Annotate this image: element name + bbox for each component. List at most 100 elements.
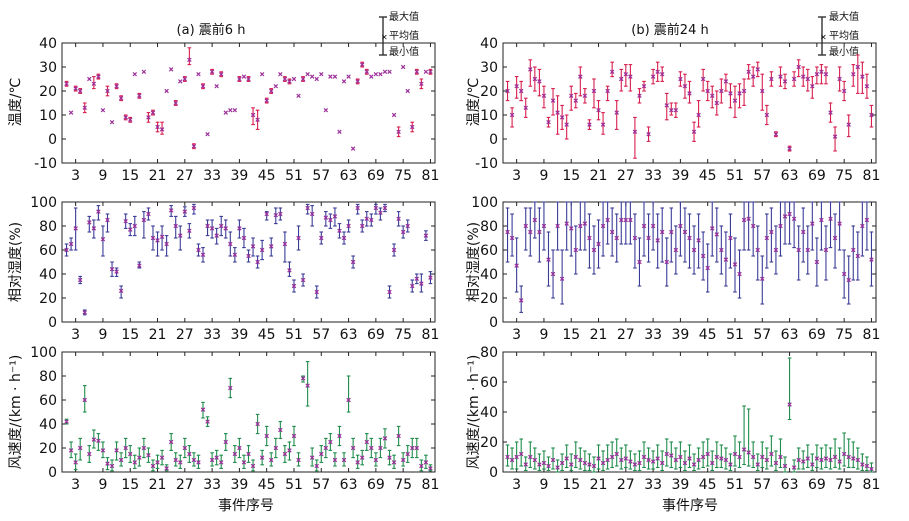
mean-marker [705,88,710,94]
mean-marker [732,262,738,267]
errorbar-point [141,211,147,239]
errorbar-point [587,453,592,472]
mean-marker [760,276,765,282]
mean-marker [264,98,269,103]
errorbar-point [582,201,588,251]
errorbar-point [573,92,579,109]
errorbar-point [396,211,401,227]
errorbar-point [155,121,160,133]
errorbar-point [68,237,74,251]
errorbar-point [82,385,87,413]
errorbar-point [851,441,856,469]
mean-marker [796,64,801,70]
y-tick-label: 40 [480,267,498,283]
y-tick-label: 20 [480,291,498,307]
errorbar-point [860,61,865,94]
mean-marker [291,433,297,439]
errorbar-point [723,73,729,92]
errorbar-point [269,452,274,467]
mean-marker [714,232,720,237]
errorbar-point [314,76,319,82]
errorbar-point [237,437,242,459]
errorbar-point [323,107,329,113]
mean-marker [796,457,801,463]
errorbar-point [369,437,374,459]
mean-marker [410,283,415,289]
mean-marker [328,439,333,445]
y-tick-label: 0 [48,465,57,481]
x-tick-label: 45 [258,327,276,343]
errorbar-point [314,285,319,299]
y-tick-label: 20 [480,84,498,100]
mean-marker [355,79,360,84]
errorbar-point [614,100,619,130]
errorbar-point [128,116,133,123]
mean-marker [150,235,156,241]
mean-marker [869,466,874,472]
mean-marker [128,117,133,123]
errorbar-point [337,129,342,135]
mean-marker [755,67,760,72]
errorbar-point [341,452,347,467]
mean-marker [546,257,551,262]
mean-marker [64,247,69,253]
errorbar-point [514,76,519,99]
errorbar-point [259,71,265,77]
errorbar-point [64,418,69,425]
mean-marker [369,217,374,223]
errorbar-point [641,201,647,257]
errorbar-point [228,377,233,399]
svg-text:✕: ✕ [820,33,827,42]
errorbar-point [164,464,169,472]
mean-marker [614,235,619,241]
mean-marker [828,457,833,463]
x-tick-label: 63 [340,477,358,493]
x-tick-label: 69 [808,327,826,343]
errorbar-point [346,74,351,79]
errorbar-point [537,68,542,97]
errorbar-point [628,450,633,470]
errorbar-point [100,107,106,113]
errorbar-point [678,71,683,87]
mean-marker [800,459,806,464]
x-tick-label: 9 [98,327,107,343]
errorbar-point [691,225,697,275]
mean-marker [805,247,810,253]
x-tick-label: 69 [808,477,826,493]
mean-marker [114,269,119,274]
mean-marker [541,93,547,99]
x-tick-label: 81 [422,327,440,343]
mean-marker [505,229,510,235]
mean-marker [518,451,524,457]
x-tick-label: 51 [285,168,303,184]
errorbar-point [319,231,324,245]
errorbar-point [159,121,165,135]
errorbar-point [800,66,806,87]
errorbar-point [659,66,665,82]
errorbar-point [269,88,274,94]
mean-marker [328,217,333,223]
mean-marker [128,227,133,232]
y-tick-label: 30 [480,60,498,76]
mean-marker [255,259,260,265]
mean-marker [428,69,433,75]
errorbar-point [791,201,797,249]
errorbar-point [855,54,861,94]
errorbar-point [655,61,660,82]
mean-marker [669,107,674,113]
mean-marker [596,241,601,247]
mean-marker [305,71,310,77]
errorbar-point [750,441,756,469]
mean-marker [137,93,142,99]
errorbar-point [296,452,301,467]
errorbar-point [528,207,533,257]
errorbar-point [864,73,870,99]
mean-marker [173,223,178,229]
errorbar-point [578,66,583,97]
mean-marker [237,226,242,231]
mean-marker [182,209,188,214]
mean-marker [678,76,683,82]
mean-marker [609,69,615,75]
errorbar-point [832,126,838,152]
mean-marker [232,451,238,457]
